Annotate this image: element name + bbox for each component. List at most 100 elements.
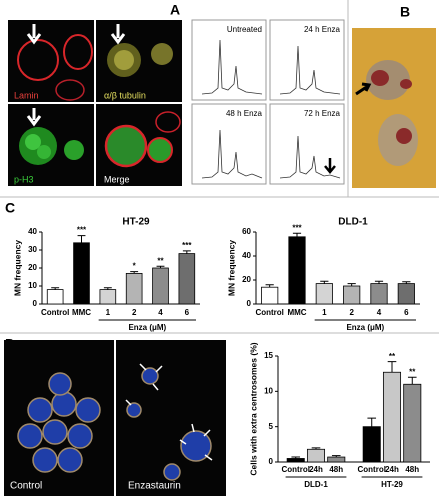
histogram-label: 24 h Enza xyxy=(304,25,341,34)
error-bar xyxy=(156,265,165,268)
y-tick-label: 15 xyxy=(264,351,273,360)
error-bar xyxy=(292,232,302,237)
bar xyxy=(73,242,90,305)
error-bar xyxy=(407,376,417,385)
x-tick-label: 48h xyxy=(329,465,343,474)
error-bar xyxy=(51,287,60,290)
error-bar xyxy=(347,283,356,286)
histogram-label: Untreated xyxy=(227,25,262,34)
y-tick-label: 0 xyxy=(247,299,252,308)
significance-label: *** xyxy=(292,223,302,232)
histogram-label: 72 h Enza xyxy=(304,109,341,118)
error-bar xyxy=(103,287,112,290)
y-tick-label: 10 xyxy=(264,386,273,395)
image-label: Control xyxy=(10,481,42,492)
y-tick-label: 40 xyxy=(28,227,37,236)
x-tick-label: Control xyxy=(282,465,310,474)
x-tick-label: 24h xyxy=(385,465,399,474)
micrograph-b xyxy=(352,28,436,188)
x-tick-label: Control xyxy=(358,465,386,474)
micrograph-merge xyxy=(96,104,182,186)
error-bar xyxy=(130,271,139,274)
bar xyxy=(46,289,64,305)
micrograph-label: Merge xyxy=(104,174,130,184)
x-tick-label: 2 xyxy=(349,308,354,317)
x-tick-label: 1 xyxy=(106,308,111,317)
bar xyxy=(306,448,326,463)
x-tick-label: MMC xyxy=(287,308,306,317)
micrograph-label: p-H3 xyxy=(14,174,34,184)
y-tick-label: 30 xyxy=(28,245,37,254)
bar xyxy=(288,236,306,305)
significance-label: ** xyxy=(389,352,396,361)
significance-label: *** xyxy=(77,226,87,235)
panel-label: A xyxy=(170,2,180,18)
y-tick-label: 20 xyxy=(28,263,37,272)
error-bar xyxy=(367,417,377,427)
image-label: Enzastaurin xyxy=(128,481,181,492)
error-bar xyxy=(320,280,329,284)
y-tick-label: 5 xyxy=(269,422,274,431)
bar xyxy=(178,253,196,305)
y-tick-label: 40 xyxy=(242,251,251,260)
x-tick-label: MMC xyxy=(72,308,91,317)
panel-label: B xyxy=(400,4,410,20)
error-bar xyxy=(182,250,191,254)
error-bar xyxy=(265,284,274,288)
histogram xyxy=(191,19,345,185)
y-tick-label: 0 xyxy=(269,457,274,466)
error-bar xyxy=(311,447,321,450)
error-bar xyxy=(387,361,397,373)
x-tick-label: 48h xyxy=(405,465,419,474)
x-tick-label: 4 xyxy=(377,308,382,317)
bar xyxy=(261,286,279,305)
micrograph-lamin xyxy=(8,20,94,102)
x-tick-label: 24h xyxy=(309,465,323,474)
bar xyxy=(343,285,361,305)
significance-label: ** xyxy=(409,367,416,376)
bar xyxy=(99,289,117,305)
chart-title: HT-29 xyxy=(122,217,150,228)
bar xyxy=(362,426,381,463)
bar xyxy=(152,267,169,305)
y-axis-label: Cells with extra centrosomes (%) xyxy=(248,342,258,475)
significance-label: * xyxy=(133,262,137,271)
error-bar xyxy=(77,235,86,243)
micrograph-label: α/β tubulin xyxy=(104,90,146,100)
bar xyxy=(403,383,422,463)
y-tick-label: 0 xyxy=(33,299,38,308)
significance-label: ** xyxy=(157,256,164,265)
micrograph-tubulin xyxy=(96,20,182,102)
chart-title: DLD-1 xyxy=(338,217,368,228)
y-axis-label: MN frequency xyxy=(226,240,236,296)
bar xyxy=(125,272,143,305)
error-bar xyxy=(402,281,411,284)
x-tick-label: Control xyxy=(255,308,283,317)
x-group-label: Enza (μM) xyxy=(128,323,166,332)
bar xyxy=(397,283,415,305)
x-group-label: HT-29 xyxy=(381,480,403,489)
error-bar xyxy=(374,280,384,284)
x-group-label: Enza (μM) xyxy=(346,323,384,332)
y-tick-label: 10 xyxy=(28,281,37,290)
bar xyxy=(370,283,388,305)
y-tick-label: 20 xyxy=(242,275,251,284)
y-tick-label: 60 xyxy=(242,227,251,236)
bar xyxy=(327,456,346,463)
x-tick-label: 1 xyxy=(322,308,327,317)
y-axis-label: MN frequency xyxy=(12,240,22,296)
x-tick-label: 6 xyxy=(185,308,190,317)
micrograph-d xyxy=(4,340,226,496)
x-tick-label: Control xyxy=(41,308,69,317)
histogram-label: 48 h Enza xyxy=(226,109,263,118)
panel-label: C xyxy=(5,200,15,216)
x-tick-label: 2 xyxy=(132,308,137,317)
micrograph-ph3 xyxy=(8,104,94,186)
error-bar xyxy=(331,455,341,458)
x-tick-label: 4 xyxy=(158,308,163,317)
x-tick-label: 6 xyxy=(404,308,409,317)
bar xyxy=(286,458,305,463)
micrograph-label: Lamin xyxy=(14,90,39,100)
bar xyxy=(382,371,402,463)
